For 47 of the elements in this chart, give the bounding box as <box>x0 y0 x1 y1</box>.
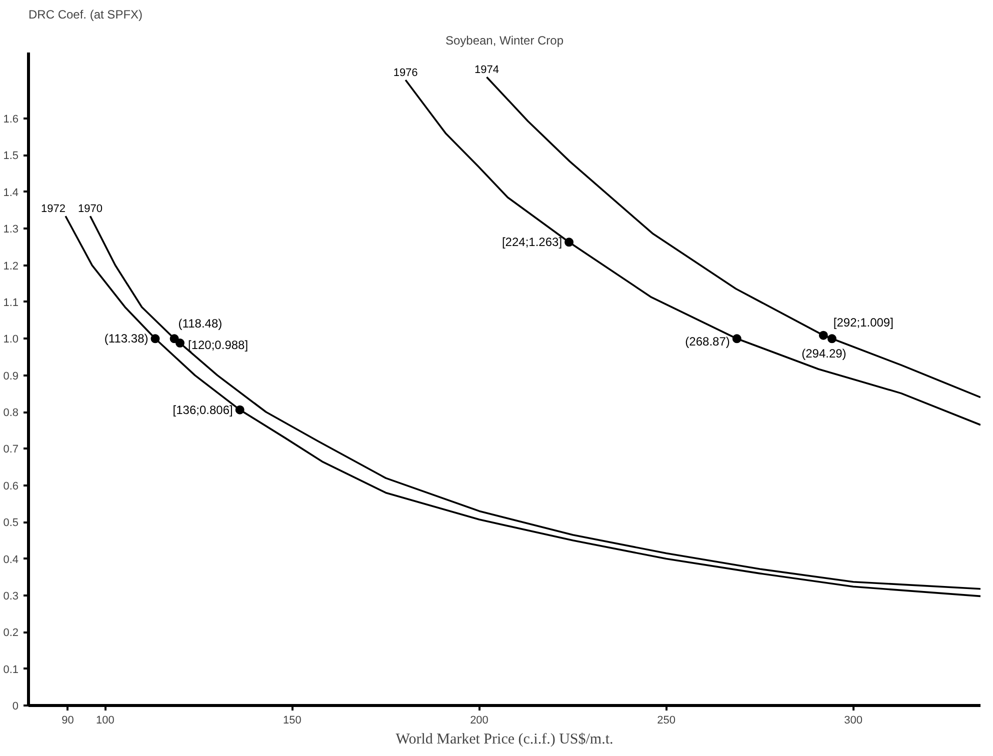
y-tick-label: 0.9 <box>3 370 19 382</box>
y-tick-label: 0.1 <box>3 664 19 676</box>
y-tick-label: 0.2 <box>3 627 19 640</box>
x-tick-label: 300 <box>844 714 862 726</box>
line-series <box>486 76 980 398</box>
series-label: 1974 <box>474 64 499 76</box>
annotation: [136;0.806] <box>172 402 233 417</box>
series-label: 1972 <box>41 203 66 216</box>
y-tick-label: 1.6 <box>3 114 19 126</box>
point <box>235 405 244 414</box>
y-axis-title: DRC Coef. (at SPFX) <box>28 8 143 22</box>
x-tick-label: 100 <box>96 714 114 726</box>
y-tick-label: 0.6 <box>3 480 19 492</box>
y-tick-label: 0.8 <box>3 407 19 420</box>
y-tick-label: 0.7 <box>3 444 19 456</box>
annotation: (294.29) <box>802 346 846 361</box>
annotation: [292;1.009] <box>833 315 894 330</box>
x-tick-label: 200 <box>470 714 488 726</box>
point <box>564 238 574 247</box>
point <box>150 334 160 344</box>
y-tick-label: 1.5 <box>3 150 19 162</box>
y-tick-label: 0.4 <box>3 554 19 566</box>
annotation: [224;1.263] <box>502 235 562 250</box>
series-label: 1976 <box>393 67 418 80</box>
series-label: 1970 <box>78 203 102 216</box>
annotation: (113.38) <box>104 332 148 346</box>
x-tick-label: 90 <box>62 714 74 726</box>
y-tick-label: 1.0 <box>3 334 19 346</box>
annotation: (268.87) <box>685 334 730 349</box>
annotation: (118.48) <box>178 316 222 331</box>
y-tick-label: 0.5 <box>3 517 19 530</box>
point <box>732 334 742 344</box>
x-tick-label: 250 <box>657 714 676 726</box>
point <box>827 334 836 344</box>
y-tick-label: 0.3 <box>3 590 19 602</box>
y-tick-label: 0 <box>12 700 19 712</box>
line-series <box>404 79 980 426</box>
point <box>818 330 828 340</box>
y-tick-label: 1.3 <box>3 224 19 236</box>
annotation: [120;0.988] <box>188 338 248 352</box>
point <box>175 338 184 348</box>
x-axis-title: World Market Price (c.i.f.) US$/m.t. <box>396 732 614 748</box>
chart-title: Soybean, Winter Crop <box>445 34 564 48</box>
y-tick-label: 1.2 <box>3 260 19 272</box>
x-tick-label: 150 <box>283 714 302 726</box>
y-tick-label: 1.4 <box>3 186 19 199</box>
y-tick-label: 1.1 <box>3 296 19 309</box>
